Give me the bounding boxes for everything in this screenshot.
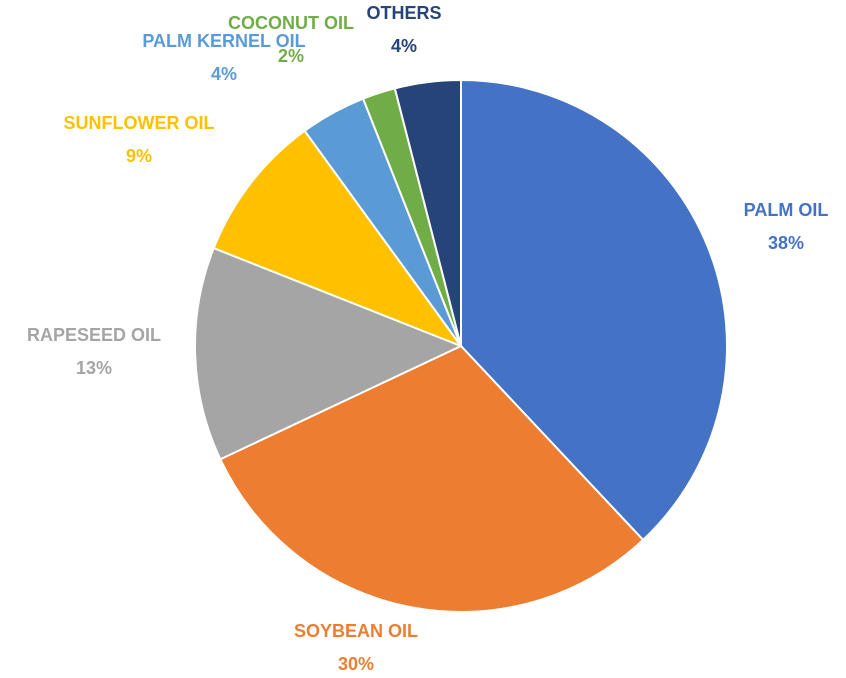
data-label-percent: 4% <box>211 64 237 84</box>
data-label-name: SOYBEAN OIL <box>294 621 418 641</box>
pie-slice-palm-oil <box>460 79 729 541</box>
data-label-rapeseed-oil: RAPESEED OIL 13% <box>27 325 161 378</box>
data-label-coconut-oil: COCONUT OIL 2% <box>228 13 354 66</box>
pie-slice-sunflower-oil <box>212 129 462 347</box>
data-label-name: PALM KERNEL OIL <box>142 31 305 51</box>
pie-labels: PALM OIL 38% SOYBEAN OIL 30% RAPESEED OIL 13%… <box>27 3 828 674</box>
data-label-name: OTHERS <box>366 3 441 23</box>
data-label-percent: 13% <box>76 358 112 378</box>
data-label-name: RAPESEED OIL <box>27 325 161 345</box>
pie-slice-rapeseed-oil <box>194 247 462 461</box>
pie-slices <box>194 79 729 613</box>
data-label-percent: 2% <box>278 46 304 66</box>
data-label-sunflower-oil: SUNFLOWER OIL 9% <box>64 113 215 166</box>
data-label-name: SUNFLOWER OIL <box>64 113 215 133</box>
data-label-name: COCONUT OIL <box>228 13 354 33</box>
data-label-palm-kernel-oil: PALM KERNEL OIL 4% <box>142 31 305 84</box>
data-label-others: OTHERS 4% <box>366 3 441 56</box>
data-label-percent: 4% <box>391 36 417 56</box>
data-label-percent: 38% <box>768 233 804 253</box>
pie-slice-others <box>393 79 462 347</box>
pie-slice-soybean-oil <box>219 345 645 613</box>
data-label-percent: 30% <box>338 654 374 674</box>
data-label-palm-oil: PALM OIL 38% <box>744 200 829 253</box>
data-label-soybean-oil: SOYBEAN OIL 30% <box>294 621 418 674</box>
data-label-percent: 9% <box>126 146 152 166</box>
data-label-name: PALM OIL <box>744 200 829 220</box>
